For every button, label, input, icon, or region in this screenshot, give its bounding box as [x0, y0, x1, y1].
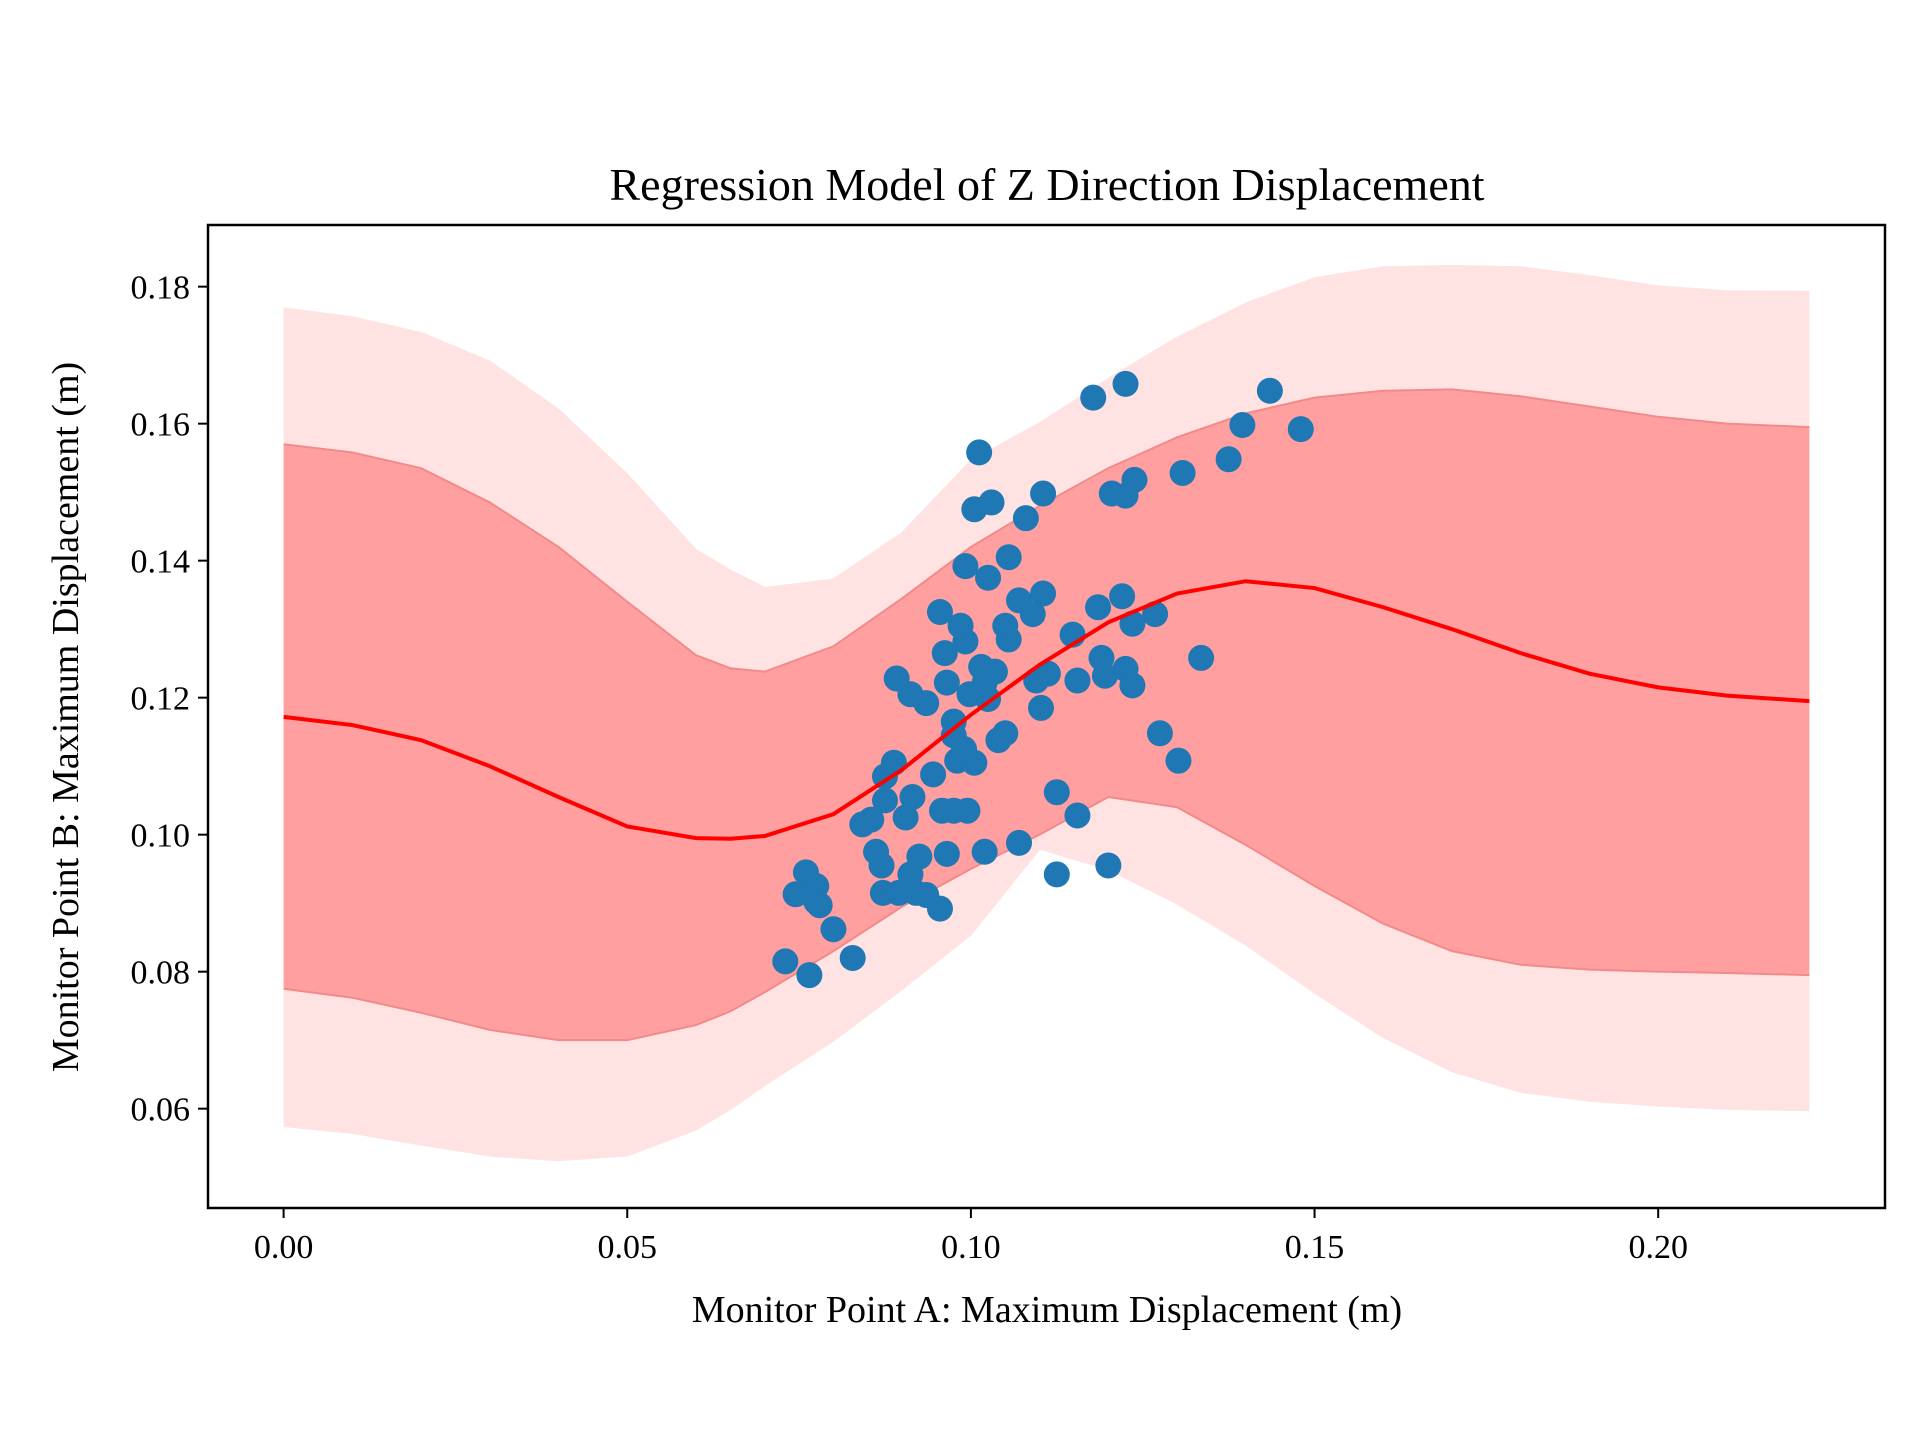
data-point: [992, 612, 1019, 639]
data-point: [1064, 802, 1091, 829]
data-point: [1256, 377, 1283, 404]
data-point: [1043, 779, 1070, 806]
data-point: [956, 681, 983, 708]
data-point: [1034, 660, 1061, 687]
data-point: [880, 749, 907, 776]
data-point: [1019, 601, 1046, 628]
data-point: [926, 599, 953, 626]
data-point: [772, 948, 799, 975]
data-point: [1091, 662, 1118, 689]
y-tick-label: 0.16: [131, 407, 191, 444]
y-tick-label: 0.18: [131, 270, 191, 307]
data-point: [839, 944, 866, 971]
data-point: [858, 806, 885, 833]
x-tick-label: 0.10: [941, 1229, 1001, 1266]
x-tick-label: 0.05: [598, 1229, 658, 1266]
x-tick-label: 0.00: [254, 1229, 314, 1266]
data-point: [1146, 720, 1173, 747]
data-point: [1006, 829, 1033, 856]
data-point: [926, 895, 953, 922]
data-point: [1012, 505, 1039, 532]
y-tick-label: 0.14: [131, 544, 191, 581]
x-tick-label: 0.15: [1285, 1229, 1345, 1266]
data-point: [995, 544, 1022, 571]
data-point: [975, 564, 1002, 591]
data-point: [906, 843, 933, 870]
outer-band-upper-edge: [283, 264, 1810, 590]
outer-band-lower-edge: [283, 846, 1810, 1162]
y-axis: 0.06 0.08 0.10 0.12 0.14 0.16 0.18: [131, 270, 208, 1129]
data-point: [1030, 480, 1057, 507]
data-point: [978, 489, 1005, 516]
data-point: [952, 553, 979, 580]
y-tick-label: 0.06: [131, 1092, 191, 1129]
data-point: [1080, 384, 1107, 411]
inner-band-lower-edge: [283, 795, 1810, 1042]
data-point: [954, 797, 981, 824]
y-tick-label: 0.10: [131, 818, 191, 855]
data-point: [820, 916, 847, 943]
data-point: [899, 783, 926, 810]
data-point: [871, 787, 898, 814]
regression-mean-line: [283, 579, 1810, 841]
data-point: [1112, 370, 1139, 397]
x-tick-label: 0.20: [1628, 1229, 1688, 1266]
data-point: [1043, 861, 1070, 888]
data-point: [782, 881, 809, 908]
data-point: [883, 665, 910, 692]
data-point: [1121, 466, 1148, 493]
y-tick-label: 0.12: [131, 681, 191, 718]
data-point: [1095, 852, 1122, 879]
data-point: [1028, 694, 1055, 721]
data-point: [1119, 610, 1146, 637]
data-point: [1109, 583, 1136, 610]
plot-area: [283, 264, 1810, 1162]
data-point: [796, 962, 823, 989]
y-axis-label: Monitor Point B: Maximum Displacement (m…: [45, 362, 87, 1072]
data-point: [992, 720, 1019, 747]
data-point: [892, 804, 919, 831]
data-point: [1188, 644, 1215, 671]
data-point: [940, 708, 967, 735]
data-point: [1287, 416, 1314, 443]
data-point: [868, 852, 895, 879]
data-point: [1085, 594, 1112, 621]
x-axis-label: Monitor Point A: Maximum Displacement (m…: [692, 1289, 1402, 1331]
data-point: [966, 439, 993, 466]
data-point: [1169, 459, 1196, 486]
data-point: [971, 838, 998, 865]
data-point: [1030, 580, 1057, 607]
data-point: [933, 669, 960, 696]
y-tick-label: 0.08: [131, 955, 191, 992]
inner-band-upper-edge: [283, 388, 1810, 673]
data-point: [1229, 412, 1256, 439]
data-point: [1064, 667, 1091, 694]
data-point: [968, 653, 995, 680]
data-point: [1215, 446, 1242, 473]
x-axis: 0.00 0.05 0.10 0.15 0.20: [254, 1208, 1688, 1266]
data-point: [1119, 672, 1146, 699]
data-point: [933, 840, 960, 867]
chart-title: Regression Model of Z Direction Displace…: [609, 159, 1484, 210]
data-point: [920, 761, 947, 788]
data-point: [931, 640, 958, 667]
data-point: [803, 888, 830, 915]
data-point: [947, 612, 974, 639]
data-point: [961, 749, 988, 776]
data-point: [1165, 747, 1192, 774]
plot-frame: [206, 223, 1887, 1210]
